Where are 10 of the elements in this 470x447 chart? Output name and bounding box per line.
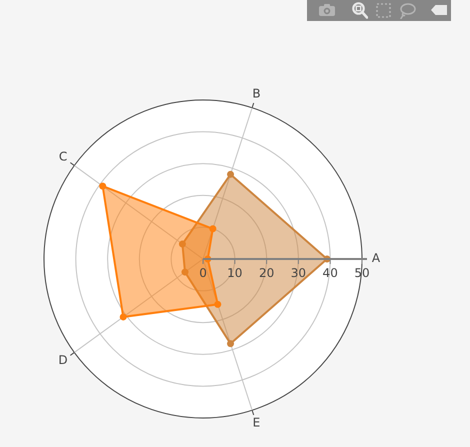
y-tick-label: 10 <box>227 266 242 280</box>
y-tick-label: 20 <box>258 266 274 280</box>
y-tick-label: 0 <box>199 266 207 280</box>
y-tick-label: 30 <box>290 266 306 280</box>
y-tick-label: 40 <box>322 266 338 280</box>
spoke-label: D <box>58 352 68 367</box>
spoke-label: A <box>372 251 381 266</box>
spoke-label: B <box>252 86 261 101</box>
spoke-label: E <box>252 416 260 430</box>
spoke-label: C <box>58 149 68 164</box>
